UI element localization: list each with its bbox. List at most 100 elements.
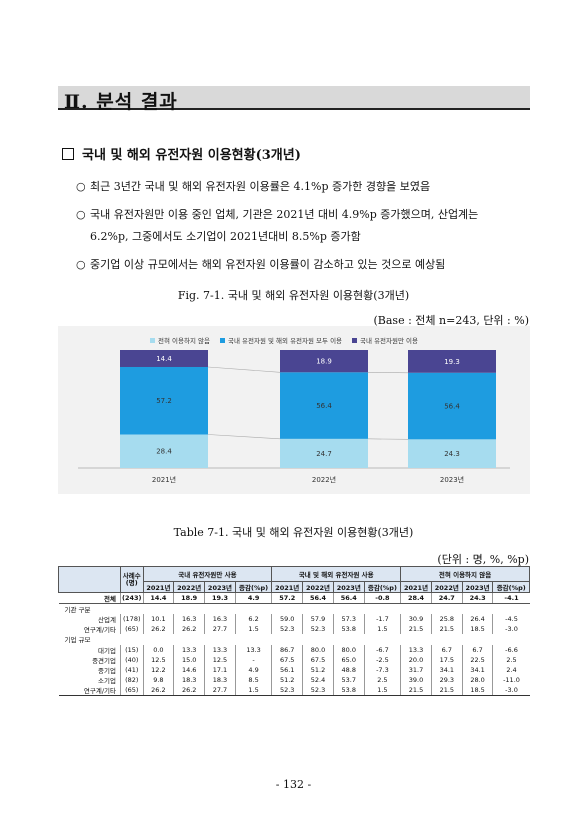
row-label: 산업계	[98, 616, 116, 625]
table-cell: 2.5	[363, 675, 401, 686]
table-cell: 1.5	[234, 624, 272, 635]
group-label-row: 기업 규모	[59, 634, 530, 644]
year-subheader: 2021년	[271, 581, 304, 593]
chart-legend: 전혀 이용하지 않음 국내 유전자원 및 해외 유전자원 모두 이용 국내 유전…	[150, 335, 418, 345]
table-cell: 0.0	[142, 644, 174, 655]
bullet-text: 최근 3년간 국내 및 해외 유전자원 이용률은 4.1%p 증가한 경향을 보…	[90, 180, 431, 193]
table-row: 전체 (243) 14.4 18.9 19.3 4.9 57.2 56.4 56.4 -0.8 28…	[58, 592, 530, 604]
table-cell: 14.6	[173, 664, 205, 676]
group-header: 국내 유전자원만 사용	[142, 566, 273, 582]
row-label: 중견기업	[92, 656, 116, 665]
legend-label: 전혀 이용하지 않음	[158, 337, 210, 345]
table-cell: 53.8	[332, 624, 365, 635]
group-label-row: 기관 구분	[59, 604, 530, 614]
table-cell: -3.0	[492, 624, 530, 635]
section-heading: 국내 및 해외 유전자원 이용현황(3개년)	[62, 144, 301, 163]
data-label: 57.2	[156, 397, 172, 405]
table-cell: -3.0	[492, 685, 530, 697]
table-cell: 13.3	[173, 644, 205, 655]
table-cell: 26.2	[142, 624, 174, 635]
table-corner-header	[58, 566, 121, 593]
table-cell: 86.7	[271, 644, 303, 655]
table-cell: 57.3	[332, 614, 365, 625]
table-cell: 13.3	[204, 644, 236, 655]
table-cell: 56.1	[271, 664, 303, 676]
data-label: 56.4	[444, 403, 460, 411]
table-cell: 65.0	[332, 654, 365, 665]
circle-bullet-icon: ○	[76, 258, 86, 271]
table-cell: -7.3	[363, 664, 401, 676]
table-cell: -4.5	[492, 614, 530, 625]
table-cell: 57.2	[271, 592, 303, 604]
x-tick-label: 2021년	[152, 475, 176, 484]
table-cell: 51.2	[302, 664, 334, 676]
data-label: 19.3	[444, 358, 460, 366]
bar-segment	[120, 434, 208, 468]
sample-size-cell: (178)	[120, 614, 144, 625]
table-cell: 14.4	[142, 592, 174, 604]
row-label: 중기업	[98, 667, 116, 676]
bar-segment	[120, 366, 208, 435]
table-cell: 6.7	[461, 644, 493, 655]
table-cell: 1.5	[234, 685, 272, 697]
table-cell: 24.3	[461, 592, 493, 604]
table-cell: 28.0	[461, 675, 493, 686]
year-subheader: 2023년	[461, 581, 494, 593]
sample-size-cell: (41)	[120, 664, 144, 676]
table-unit-note: (단위 : 명, %, %p)	[437, 553, 529, 566]
base-note: (Base : 전체 n=243, 단위 : %)	[373, 314, 530, 327]
bullet-text-continued: 6.2%p, 그중에서도 소기업이 2021년대비 8.5%p 증가함	[90, 230, 361, 243]
table-cell: 2.5	[492, 654, 530, 665]
table-cell: 22.5	[461, 654, 493, 665]
series-connector-line	[207, 366, 281, 373]
bullet-text: 중기업 이상 규모에서는 해외 유전자원 이용률이 감소하고 있는 것으로 예상…	[90, 258, 446, 271]
table-cell: 52.3	[302, 624, 334, 635]
year-subheader: 2022년	[173, 581, 206, 593]
data-table: 사례수(명) 국내 유전자원만 사용 국내 및 해외 유전자원 사용 전혀 이용…	[58, 566, 530, 697]
chart-area: 28.4 57.2 14.4 2021년 24.7 56.4 18.9 2022년 24.3 56…	[58, 326, 530, 494]
row-label: 소기업	[98, 677, 116, 686]
table-cell: 1.5	[363, 624, 401, 635]
table-cell: 13.3	[234, 644, 272, 655]
bullet-item: ○ 국내 유전자원만 이용 중인 업체, 기관은 2021년 대비 4.9%p 증…	[76, 204, 536, 248]
table-cell: -1.7	[363, 614, 401, 625]
table-cell: 18.5	[461, 624, 493, 635]
table-cell: 17.5	[430, 654, 463, 665]
section-title-bar: Ⅱ. 분석 결과	[58, 86, 530, 113]
table-caption: Table 7-1. 국내 및 해외 유전자원 이용현황(3개년)	[173, 526, 414, 539]
sample-size-cell: (65)	[120, 624, 144, 635]
row-label: 연구계/기타	[58, 685, 121, 697]
table-cell: 12.2	[142, 664, 174, 676]
table-cell: 34.1	[461, 664, 493, 676]
sample-size-cell: (243)	[120, 592, 144, 604]
table-cell: 52.3	[302, 685, 334, 697]
year-subheader: 2022년	[302, 581, 334, 593]
circle-bullet-icon: ○	[76, 208, 86, 221]
table-cell: 12.5	[204, 654, 236, 665]
table-cell: 17.1	[204, 664, 236, 676]
heading-text: 국내 및 해외 유전자원 이용현황(3개년)	[82, 148, 301, 163]
table-cell: 27.7	[204, 685, 236, 697]
data-label: 18.9	[316, 358, 332, 366]
table-cell: -11.0	[492, 675, 530, 686]
table-cell: 52.3	[271, 624, 303, 635]
table-cell: 6.2	[234, 614, 272, 625]
table-row: 대기업 (15) 0.0 13.3 13.3 13.3 86.7 80.0 80.0 -6.7 13…	[59, 644, 530, 655]
group-header: 전혀 이용하지 않음	[400, 566, 530, 582]
circle-bullet-icon: ○	[76, 180, 86, 193]
table-cell: 21.5	[400, 624, 432, 635]
legend-swatch	[352, 338, 358, 343]
bar-segment	[408, 439, 496, 468]
table-cell: 26.2	[173, 685, 205, 697]
table-cell: 59.0	[271, 614, 303, 625]
year-subheader: 2022년	[430, 581, 463, 593]
table-cell: 12.5	[142, 654, 174, 665]
table-cell: -0.8	[363, 592, 401, 604]
year-subheader: 2023년	[204, 581, 236, 593]
table-cell: 2.4	[492, 664, 530, 676]
table-cell: 67.5	[302, 654, 334, 665]
year-subheader: 증감(%p)	[234, 581, 273, 593]
year-subheader: 증감(%p)	[363, 581, 402, 593]
group-label: 기업 규모	[64, 636, 91, 645]
table-cell: 29.3	[430, 675, 463, 686]
